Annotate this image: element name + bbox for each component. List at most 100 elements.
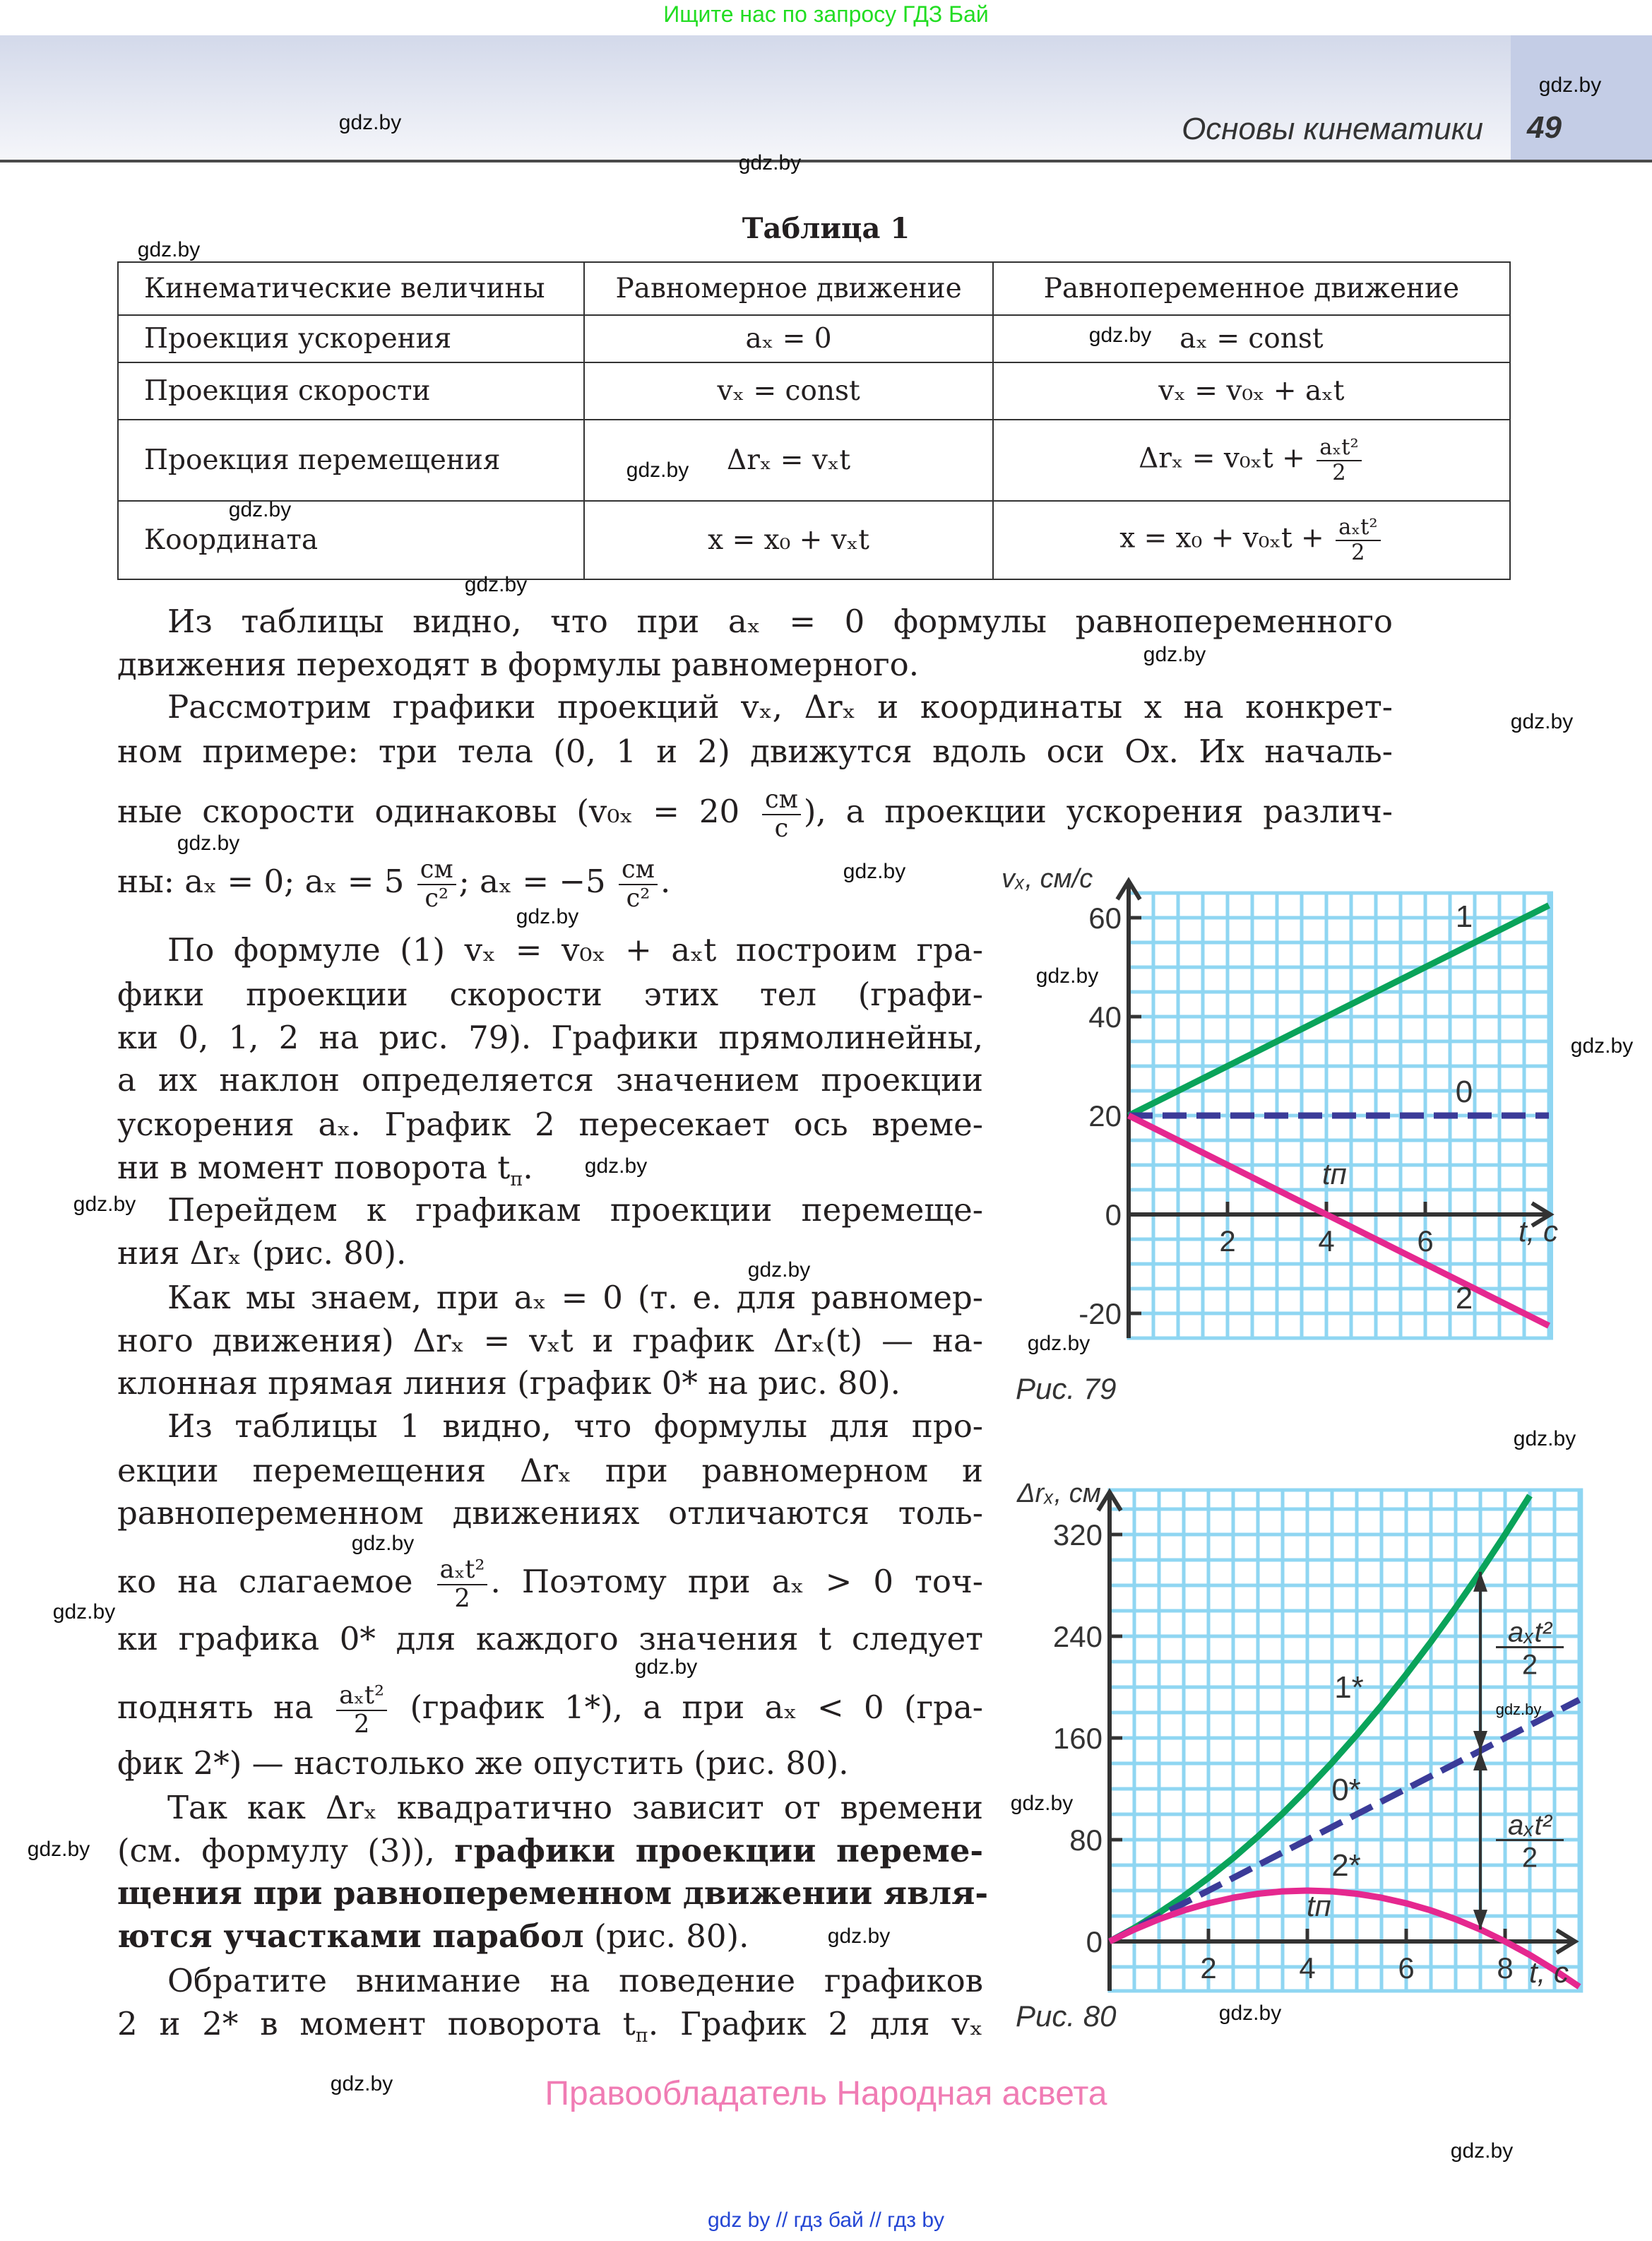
numerator: aₓt² [336,1681,388,1711]
fig79-y-axis-arrow-icon [1115,877,1142,901]
text-line: фики проекции скорости этих тел (графи- [117,974,983,1016]
text-line: ния Δrₓ (рис. 80). [117,1232,983,1275]
denominator: 2 [353,1709,370,1739]
bold-run: щения при равнопеременном движении явля- [117,1874,989,1912]
text-line: ные скорости одинаковы (v₀ₓ = 20 см с), а… [117,786,1393,841]
text-run: ускорения aₓ. График 2 пересекает ось вр… [117,1106,983,1143]
text-line: равнопеременном движениях отличаются тол… [117,1492,983,1535]
fig79-x-axis-label: t, c [1519,1214,1558,1248]
text-line: Обратите внимание на поведение графиков [167,1960,983,2002]
fig80-arrowhead-icon [1473,1571,1487,1751]
fraction: см с [761,786,801,842]
fig80-series-1star [1107,1494,1533,1944]
text-run: . График 2 для vₓ [648,2005,983,2042]
watermark: gdz.by [1510,710,1574,733]
header-divider [0,160,1652,162]
fraction: см с² [619,856,658,912]
fig80-x-tick-label: 4 [1299,1951,1315,1985]
subscript: п [635,2025,648,2047]
watermark: gdz.by [1010,1792,1074,1815]
text-run: 2 и 2* в момент поворота [117,2005,623,2042]
formula-cell: aₓ = 0 [583,314,994,363]
text-run: движения переходят в формулы равномерног… [117,646,920,683]
table-row: Проекция ускорения aₓ = 0 aₓ = const [117,314,1511,363]
watermark: gdz.by [1495,1701,1542,1718]
text-run: ки 0, 1, 2 на рис. 79). Графики прямолин… [117,1019,983,1056]
fig80-offset-numerator: aₓt² [1508,1810,1553,1841]
fig79-x-tick-label: 2 [1219,1224,1235,1258]
fraction: aₓt² 2 [1336,516,1381,564]
text-run: ), а проекции ускорения различ- [803,793,1393,830]
text-line: ки графика 0* для каждого значения t сле… [117,1618,983,1660]
watermark: gdz.by [1450,2139,1514,2163]
row-label: Проекция перемещения [117,419,586,502]
formula-cell: Δrₓ = v₀ₓt + aₓt² 2 [992,419,1511,502]
table-caption: Таблица 1 [742,212,910,245]
text-run: ном примере: три тела (0, 1 и 2) движутс… [117,733,1393,770]
text-line: а их наклон определяется значением проек… [117,1059,983,1101]
text-line: (см. формулу (3)), графики проекции пере… [117,1830,983,1872]
formula-cell: vₓ = v₀ₓ + aₓt [992,362,1511,420]
fig80-y-axis-label: Δrₓ, см [1016,1479,1101,1508]
text-run: Обратите внимание на поведение графиков [167,1962,983,1999]
denominator: 2 [454,1583,470,1613]
denominator: с² [424,883,449,913]
fig80-series-label: 2* [1331,1848,1361,1883]
text-line: ки 0, 1, 2 на рис. 79). Графики прямолин… [117,1017,983,1059]
numerator: aₓt² [436,1556,488,1585]
text-line: Так как Δrₓ квадратично зависит от време… [167,1787,983,1829]
watermark: gdz.by [338,111,402,134]
watermark: gdz.by [1218,2001,1282,2025]
fraction: aₓt² 2 [436,1556,488,1613]
watermark: gdz.by [177,832,240,855]
fig79-y-tick-label: 0 [1105,1198,1122,1231]
text-run: ; aₓ = −5 [458,863,616,900]
text-run: x = x₀ + vₓt [708,524,869,556]
fig79-series-label: 0 [1456,1075,1473,1109]
text-line: Перейдем к графикам проекции перемеще- [167,1189,983,1231]
text-run: клонная прямая линия (график 0* на рис. … [117,1364,901,1402]
chapter-title: Основы кинематики [1182,112,1483,146]
formula-cell: aₓ = const [992,314,1511,363]
watermark: gdz.by [330,2072,393,2095]
search-hint: Ищите нас по запросу ГДЗ Бай [663,1,989,27]
text-line: Рассмотрим графики проекций vₓ, Δrₓ и ко… [167,686,1393,728]
watermark: gdz.by [464,573,528,596]
text-run: ные скорости одинаковы (v₀ₓ = 20 [117,793,759,830]
text-run: Δrₓ = vₓt [727,444,851,476]
text-line: Из таблицы 1 видно, что формулы для про- [167,1405,983,1448]
text-line: ни в момент поворота tп. [117,1147,983,1190]
watermark: gdz.by [228,498,292,521]
figure-79-caption: Рис. 79 [1016,1372,1117,1405]
watermark: gdz.by [843,860,906,883]
text-run: Из таблицы 1 видно, что формулы для про- [167,1407,983,1445]
text-run: . [660,863,671,900]
figure-80-caption: Рис. 80 [1016,1999,1117,2033]
kinematics-table: Кинематические величины Равномерное движ… [117,261,1511,580]
text-run: aₓ = 0 [745,323,832,355]
text-line: ускорения aₓ. График 2 пересекает ось вр… [117,1104,983,1146]
page-number-box [1511,35,1652,160]
fig79-series-2 [1127,1112,1551,1329]
table-header-row: Кинематические величины Равномерное движ… [117,261,1511,316]
fig79-x-axis-arrow-icon [1531,1201,1555,1228]
row-label: Проекция скорости [117,362,586,420]
text-line: ном примере: три тела (0, 1 и 2) движутс… [117,731,1393,773]
watermark: gdz.by [1513,1427,1576,1450]
fig80-offset-denominator: 2 [1522,1649,1538,1680]
watermark: gdz.by [634,1655,698,1679]
text-run: ни в момент поворота [117,1149,498,1186]
watermark: gdz.by [73,1193,136,1216]
watermark: gdz.by [827,1924,891,1948]
fig80-y-tick-label: 80 [1069,1823,1103,1857]
text-run: vₓ = const [717,375,860,407]
watermark: gdz.by [516,905,579,928]
numerator: см [619,856,658,885]
table-header-cell: Равнопеременное движение [992,261,1511,316]
footer-links[interactable]: gdz by // гдз бай // гдз by [707,2209,945,2232]
text-run: фик 2*) — настолько же опустить (рис. 80… [117,1744,849,1782]
watermark: gdz.by [1035,964,1099,988]
formula-cell: x = x₀ + vₓt [583,500,994,580]
text-line: 2 и 2* в момент поворота tп. График 2 дл… [117,2003,983,2047]
text-run: равнопеременном движениях отличаются тол… [117,1494,983,1532]
